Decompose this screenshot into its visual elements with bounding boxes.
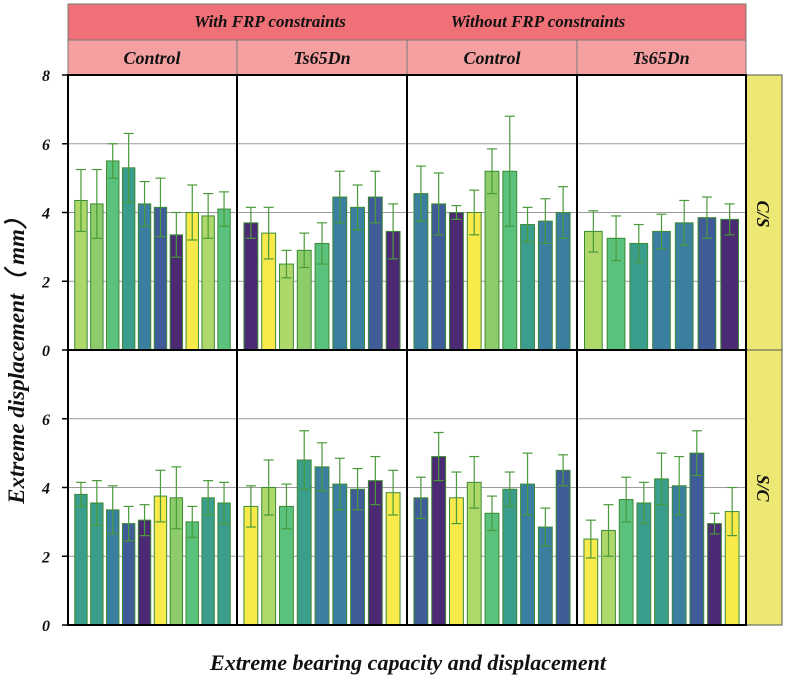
header-without-frp: Without FRP constraints [451,12,626,31]
y-tick-label: 2 [41,274,50,291]
y-tick-label: 4 [41,481,50,498]
bar [520,224,535,351]
subheader-box-control-nofrp [406,39,578,76]
subheader-ts65dn-nofrp: Ts65Dn [632,48,689,68]
bar [243,222,259,351]
bar [431,456,447,626]
header-with-frp: With FRP constraints [194,12,346,31]
y-tick-label: 4 [41,206,50,223]
row-label-cs: C/S [753,200,773,227]
row-label-sc: S/C [753,474,773,502]
bar [106,160,120,351]
bars [74,115,740,626]
y-tick-label: 8 [42,68,50,85]
y-ticks: 0 2 4 6 8 0 2 4 6 [41,68,68,635]
x-axis-title: Extreme bearing capacity and displacemen… [209,650,607,675]
bar [502,488,518,626]
y-axis-title: Extreme displacement（ mm） [3,206,29,505]
subheader-box-ts65dn-frp [236,39,408,76]
y-tick-label: 6 [42,412,50,429]
bar [689,452,705,626]
bar [652,230,671,351]
subheader-control-frp: Control [123,48,180,68]
subheader-control-nofrp: Control [463,48,520,68]
bar [74,493,88,626]
bar [484,170,500,351]
subheader-box-ts65dn-nofrp [576,39,747,76]
subheader-box-control-frp [67,39,238,76]
y-tick-label: 6 [42,137,50,154]
y-tick-label: 0 [42,343,50,360]
bar [201,497,215,626]
bar [449,212,464,351]
y-tick-label: 2 [41,549,50,566]
top-header-bar [67,3,747,41]
bar [555,469,571,626]
subheader-ts65dn-frp: Ts65Dn [293,48,350,68]
bar [720,218,740,351]
bar [217,208,231,351]
bar [707,523,722,626]
y-tick-label: 0 [42,618,50,635]
